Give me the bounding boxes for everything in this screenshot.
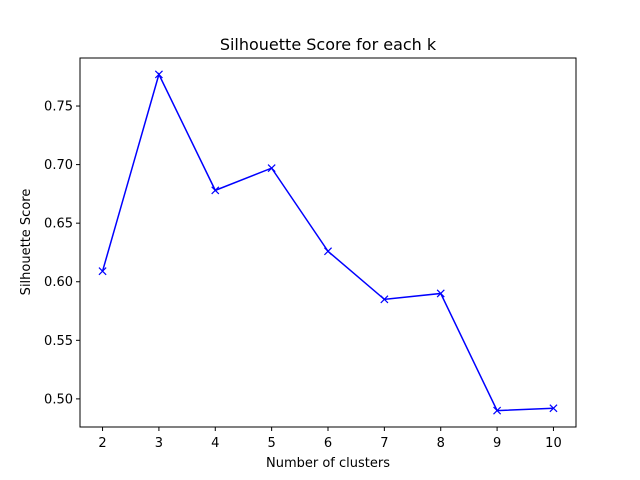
y-axis-label: Silhouette Score bbox=[19, 189, 34, 296]
x-tick-label: 5 bbox=[267, 436, 275, 451]
x-tick-label: 7 bbox=[380, 436, 388, 451]
data-point-marker bbox=[211, 186, 220, 195]
data-point-marker bbox=[493, 406, 502, 415]
x-tick-label: 4 bbox=[211, 436, 219, 451]
y-tick-label: 0.60 bbox=[44, 275, 73, 290]
data-point-marker bbox=[98, 267, 107, 276]
x-tick-label: 8 bbox=[437, 436, 445, 451]
chart-title: Silhouette Score for each k bbox=[220, 35, 437, 54]
x-tick-label: 9 bbox=[493, 436, 501, 451]
y-tick-label: 0.70 bbox=[44, 158, 73, 173]
y-axis: 0.50 0.55 0.60 0.65 0.70 0.75 bbox=[44, 100, 80, 407]
x-tick-label: 6 bbox=[324, 436, 332, 451]
y-tick-label: 0.50 bbox=[44, 392, 73, 407]
data-point-marker bbox=[267, 164, 276, 173]
x-axis: 2 3 4 5 6 7 8 9 10 bbox=[98, 427, 562, 451]
data-point-marker bbox=[154, 70, 163, 79]
y-tick-label: 0.55 bbox=[44, 334, 73, 349]
y-tick-label: 0.65 bbox=[44, 217, 73, 232]
x-tick-label: 3 bbox=[155, 436, 163, 451]
data-point-marker bbox=[380, 295, 389, 304]
y-tick-label: 0.75 bbox=[44, 100, 73, 115]
x-tick-label: 2 bbox=[98, 436, 106, 451]
x-axis-label: Number of clusters bbox=[266, 456, 390, 471]
data-point-marker bbox=[323, 247, 333, 256]
series-markers bbox=[98, 70, 558, 415]
data-point-marker bbox=[436, 289, 445, 298]
data-point-marker bbox=[549, 404, 558, 413]
x-tick-label: 10 bbox=[545, 436, 562, 451]
